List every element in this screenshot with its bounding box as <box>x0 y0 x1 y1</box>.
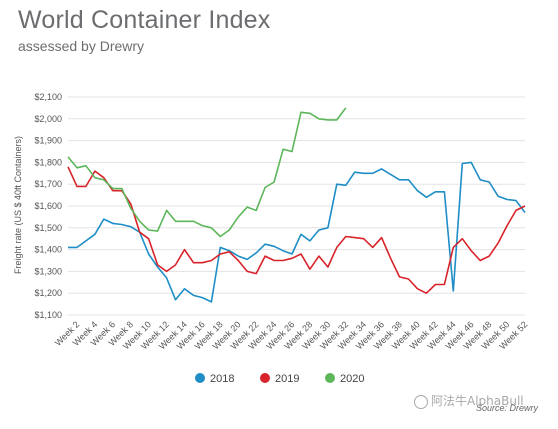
series-line-2018 <box>68 161 526 303</box>
series-line-2020 <box>67 107 347 238</box>
chart-subtitle: assessed by Drewry <box>18 38 145 54</box>
watermark-text: 阿法牛AlphaBull <box>431 394 524 408</box>
y-tick-label: $1,800 <box>34 157 62 167</box>
series-line-2019 <box>67 166 526 295</box>
legend-marker-2020 <box>325 373 335 383</box>
source-note: Source: Drewry <box>475 403 538 413</box>
y-tick-label: $1,700 <box>34 179 62 189</box>
y-tick-label: $1,300 <box>34 266 62 276</box>
grid-lines <box>68 96 525 316</box>
series-lines <box>67 107 526 303</box>
legend-label-2018: 2018 <box>210 373 234 385</box>
y-axis-ticks: $1,100 $1,200 $1,300 $1,400 $1,500 $1,600 $1,7… <box>34 92 62 320</box>
chat-bubble-icon <box>414 394 428 409</box>
watermark: 阿法牛AlphaBull <box>414 392 524 409</box>
legend-marker-2018 <box>195 373 205 383</box>
y-tick-label: $2,000 <box>34 114 62 124</box>
y-tick-label: $1,200 <box>34 288 62 298</box>
y-tick-label: $1,900 <box>34 136 62 146</box>
y-axis-label: Freight rate (US $ 40ft Containers) <box>13 136 23 274</box>
y-tick-label: $1,500 <box>34 223 62 233</box>
legend-marker-2019 <box>260 373 270 383</box>
legend-label-2019: 2019 <box>275 373 299 385</box>
y-tick-label: $1,400 <box>34 245 62 255</box>
chart-title: World Container Index <box>18 6 271 34</box>
y-tick-label: $1,600 <box>34 201 62 211</box>
y-tick-label: $1,100 <box>34 310 62 320</box>
y-tick-label: $2,100 <box>34 92 62 102</box>
legend: 2018 2019 2020 <box>195 373 364 385</box>
legend-label-2020: 2020 <box>340 373 364 385</box>
